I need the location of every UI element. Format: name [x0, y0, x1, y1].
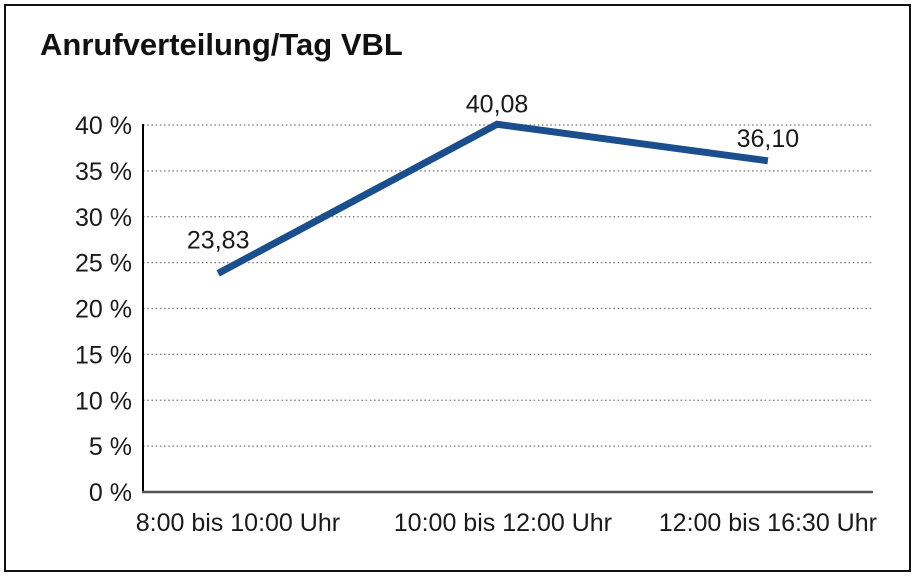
x-tick-label: 12:00 bis 16:30 Uhr: [659, 509, 877, 537]
data-series-line: [216, 120, 769, 277]
y-tick-label: 5 %: [89, 433, 132, 461]
chart-title: Anrufverteilung/Tag VBL: [40, 27, 403, 62]
y-tick-label: 15 %: [75, 341, 132, 369]
y-tick-label: 30 %: [75, 204, 132, 232]
y-tick-label: 0 %: [89, 479, 132, 507]
data-point-label: 40,08: [466, 90, 529, 118]
data-point-label: 23,83: [187, 226, 250, 254]
y-tick-label: 35 %: [75, 158, 132, 186]
data-point-label: 36,10: [737, 125, 800, 153]
y-tick-label: 10 %: [75, 387, 132, 415]
y-tick-label: 40 %: [75, 112, 132, 140]
y-tick-label: 20 %: [75, 296, 132, 324]
x-tick-label: 10:00 bis 12:00 Uhr: [394, 509, 612, 537]
x-tick-label: 8:00 bis 10:00 Uhr: [136, 509, 340, 537]
y-tick-label: 25 %: [75, 250, 132, 278]
